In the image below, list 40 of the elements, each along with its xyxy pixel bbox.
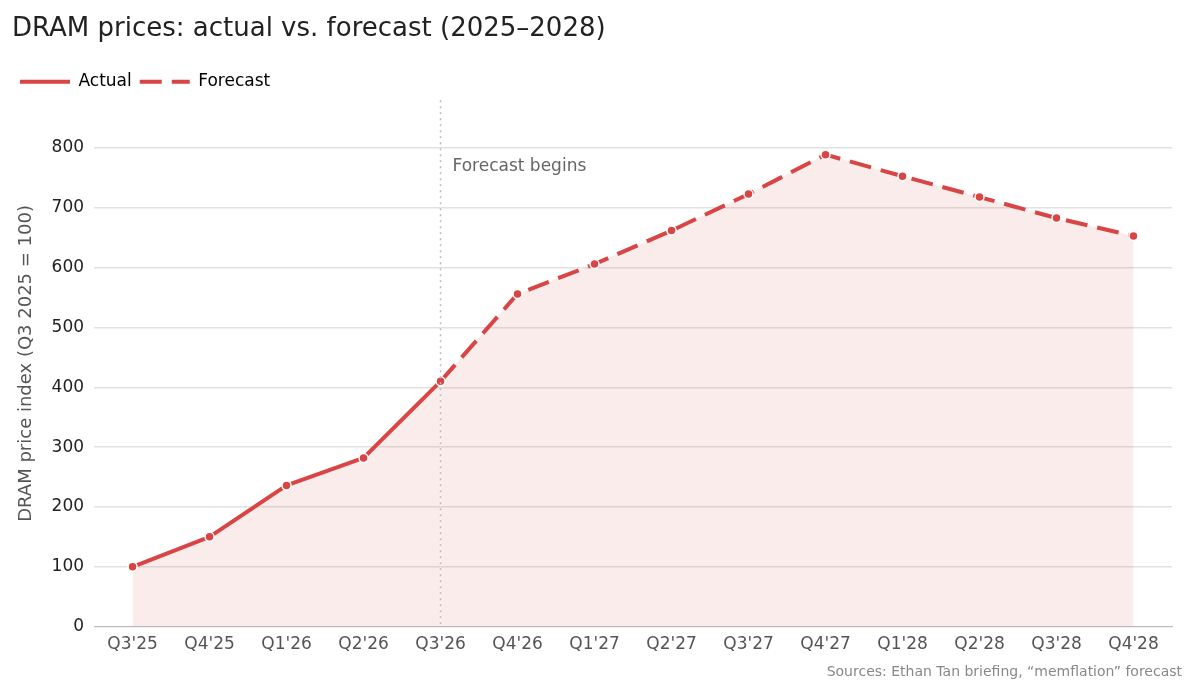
x-tick-label: Q1'26 — [261, 633, 312, 654]
point — [435, 376, 446, 387]
y-tick-label: 200 — [51, 495, 85, 516]
y-tick-label: 500 — [51, 315, 85, 336]
x-tick-label: Q4'28 — [1108, 633, 1159, 654]
x-tick-label: Q1'27 — [569, 633, 620, 654]
x-tick-label: Q1'28 — [877, 633, 928, 654]
x-tick-label: Q2'27 — [646, 633, 697, 654]
ref-line-label: Forecast begins — [452, 155, 587, 176]
legend-label: Actual — [78, 70, 132, 91]
point — [512, 288, 523, 300]
source-note: Sources: Ethan Tan briefing, “memflation” forecast — [825, 663, 1183, 679]
y-tick-label: 300 — [51, 435, 85, 456]
x-tick-label: Q3'28 — [1031, 633, 1082, 654]
y-axis-title: DRAM price index (Q3 2025 = 100) — [14, 205, 36, 522]
x-tick-label: Q4'25 — [184, 633, 235, 654]
y-tick-label: 700 — [51, 196, 85, 217]
point — [281, 480, 292, 491]
point — [1128, 230, 1139, 242]
x-tick-label: Q3'25 — [107, 633, 158, 654]
y-tick-label: 400 — [51, 375, 85, 396]
point — [589, 258, 600, 270]
point — [358, 452, 369, 464]
y-tick-label: 800 — [51, 136, 85, 157]
legend-label: Forecast — [198, 70, 271, 91]
x-tick-label: Q3'26 — [415, 633, 466, 654]
y-tick-label: 0 — [73, 615, 85, 636]
x-tick-label: Q2'26 — [338, 633, 389, 654]
y-tick-label: 100 — [51, 555, 85, 576]
point — [743, 188, 754, 200]
x-tick-label: Q4'27 — [800, 633, 851, 654]
point — [204, 531, 215, 543]
point — [974, 191, 985, 203]
point — [666, 225, 677, 236]
x-tick-label: Q4'26 — [492, 633, 543, 654]
x-tick-label: Q2'28 — [954, 633, 1005, 654]
point — [1051, 212, 1062, 224]
x-tick-label: Q3'27 — [723, 633, 774, 654]
chart-title: DRAM prices: actual vs. forecast (2025–2028) — [12, 12, 606, 43]
y-tick-label: 600 — [51, 256, 85, 277]
